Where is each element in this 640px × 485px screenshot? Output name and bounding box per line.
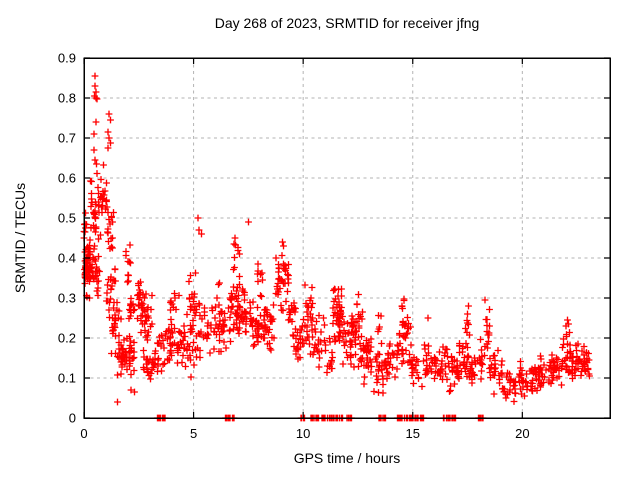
x-tick-label: 5: [190, 426, 197, 441]
y-tick-label: 0.9: [58, 51, 76, 66]
data-points: [80, 72, 593, 422]
x-tick-label: 15: [406, 426, 420, 441]
y-tick-label: 0.5: [58, 211, 76, 226]
y-tick-label: 0: [69, 411, 76, 426]
y-tick-label: 0.8: [58, 91, 76, 106]
y-tick-label: 0.4: [58, 251, 76, 266]
y-tick-label: 0.1: [58, 371, 76, 386]
tick-labels: 0 0.1 0.2 0.3 0.4 0.5 0.6 0.7 0.8 0.9 0 5 10 15 20: [58, 51, 530, 442]
y-tick-label: 0.2: [58, 331, 76, 346]
y-tick-label: 0.6: [58, 171, 76, 186]
x-tick-label: 20: [515, 426, 529, 441]
x-axis-label: GPS time / hours: [294, 450, 401, 466]
y-tick-label: 0.7: [58, 131, 76, 146]
x-tick-label: 0: [80, 426, 87, 441]
y-axis-label: SRMTID / TECUs: [12, 183, 28, 293]
axis-ticks: [83, 57, 610, 419]
y-tick-label: 0.3: [58, 291, 76, 306]
gridlines: [84, 58, 610, 418]
x-tick-label: 10: [296, 426, 310, 441]
chart-title: Day 268 of 2023, SRMTID for receiver jfn…: [215, 15, 480, 31]
plot-border: [83, 57, 611, 419]
